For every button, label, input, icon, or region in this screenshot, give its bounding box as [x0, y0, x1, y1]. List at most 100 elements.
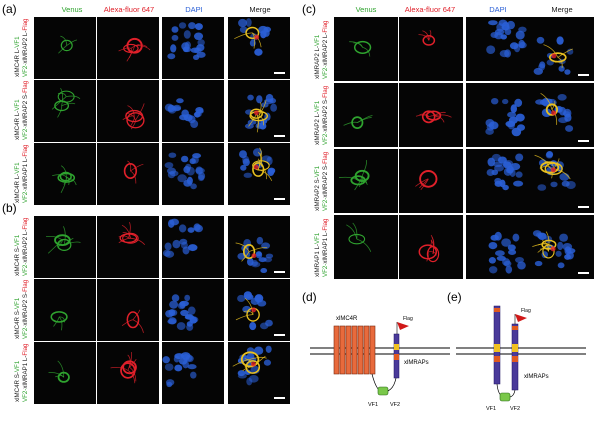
micrograph-c-row1-merge: [530, 17, 594, 81]
scale-bar: [578, 140, 589, 142]
micrograph-dapi-image: [488, 231, 526, 274]
construct-name: xlMRAP1 L-: [314, 243, 321, 277]
micrograph-alexa-image: [121, 309, 144, 333]
row-label-a-1: xlMC4R L-VF1 VF2-xlMRAP2 L-Flag: [14, 19, 30, 77]
micrograph-venus-image: [346, 222, 372, 252]
micrograph-b-row1-merge: [228, 216, 290, 278]
row-label-line1: xlMRAP2 L-VF1: [314, 86, 322, 145]
vf-barrel-e: [499, 392, 511, 402]
flag-tag: Flag: [322, 151, 329, 164]
scale-bar: [274, 271, 285, 273]
micrograph-a-row3-merge: [228, 143, 290, 205]
row-label-line1: xlMRAP2 L-VF1: [314, 21, 322, 79]
scale-bar: [274, 198, 285, 200]
row-label-line2: VF2-xlMRAP2 L-Flag: [22, 218, 30, 276]
row-label-line1: xlMC4R S-VF1: [14, 280, 22, 339]
construct-name: xlMRAP2 S-: [314, 177, 321, 211]
row-label-c-4: xlMRAP1 L-VF1 VF2-xlMRAP1 L-Flag: [314, 219, 330, 277]
micrograph-b-row3-alexa: [97, 342, 159, 404]
vf2-tag: VF2-: [22, 189, 29, 203]
flag-tag: Flag: [22, 343, 29, 356]
vf1-tag: VF1: [14, 234, 21, 247]
micrograph-merge-image: [235, 291, 273, 331]
vf1-tag: VF1: [314, 34, 321, 46]
micrograph-dapi-image: [164, 152, 206, 190]
micrograph-alexa-image: [122, 103, 145, 130]
vf2-tag: VF2-: [322, 263, 329, 277]
micrograph-merge-image: [234, 18, 272, 56]
header-venus-c: Venus: [355, 5, 377, 14]
micrograph-b-row2-alexa: [97, 279, 159, 341]
micrograph-merge-image: [235, 236, 274, 274]
panel-e-letter: (e): [447, 290, 462, 304]
micrograph-c-row2-alexa: [399, 83, 463, 147]
micrograph-alexa-image: [110, 352, 137, 384]
construct-name: xlMRAP1 L-: [22, 156, 29, 190]
micrograph-b-row2-dapi: [162, 279, 224, 341]
micrograph-merge-image: [244, 93, 278, 133]
micrograph-c-row3-alexa: [399, 149, 463, 213]
vf1-tag: VF1: [314, 100, 321, 112]
vf2-tag: VF2-: [22, 388, 29, 402]
construct-name: xlMRAP1 L-: [22, 355, 29, 389]
micrograph-merge-image: [532, 230, 576, 269]
flag-tag: Flag: [22, 279, 29, 292]
vf2-tag: VF2-: [322, 131, 329, 145]
row-label-line1: xlMC4R L-VF1: [14, 19, 22, 77]
micrograph-venus-image: [52, 165, 77, 193]
mrap-label-e: xlMRAPs: [524, 374, 549, 380]
micrograph-a-row2-alexa: [97, 80, 159, 142]
construct-name: xlMRAP2 S-: [22, 92, 29, 127]
micrograph-a-row3-alexa: [97, 143, 159, 205]
row-label-c-1: xlMRAP2 L-VF1 VF2-xlMRAP2 L-Flag: [314, 21, 330, 79]
construct-name: xlMRAP2 L-: [314, 111, 321, 145]
row-label-line1: xlMC4R S-VF1: [14, 344, 22, 402]
micrograph-venus-image: [51, 87, 81, 118]
construct-name: xlMC4R S-: [14, 309, 21, 339]
row-label-line1: xlMRAP1 L-VF1: [314, 219, 322, 277]
schematic-e: Flag xlMRAPs VF1 VF2: [456, 305, 586, 412]
vf1-tag: VF1: [14, 360, 21, 373]
header-merge-c: Merge: [551, 5, 573, 14]
vf2-tag: VF2-: [22, 63, 29, 77]
micrograph-alexa-image: [118, 37, 151, 62]
micrograph-alexa-image: [415, 110, 452, 124]
micrograph-b-row3-venus: [34, 342, 96, 404]
schematic-d: Flag xlMC4R xlMRAPs VF1 VF2: [310, 316, 450, 408]
vf2-label-e: VF2: [510, 406, 520, 412]
micrograph-b-row1-dapi: [162, 216, 224, 278]
panel-b-letter: (b): [2, 201, 17, 215]
row-label-b-1: xlMC4R S-VF1 VF2-xlMRAP2 L-Flag: [14, 218, 30, 276]
flag-label-e: Flag: [521, 308, 531, 314]
micrograph-a-row2-merge: [228, 80, 290, 142]
panel-d-letter: (d): [302, 290, 317, 304]
micrograph-b-row1-alexa: [97, 216, 159, 278]
construct-name: xlMRAP1 L-: [322, 230, 329, 264]
micrograph-venus-image: [50, 311, 68, 331]
row-label-line2: VF2-xlMRAP1 L-Flag: [22, 145, 30, 203]
construct-name: xlMRAP2 L-: [314, 45, 321, 79]
row-label-line2: VF2-xlMRAP2 L-Flag: [22, 19, 30, 77]
row-label-b-2: xlMC4R S-VF1 VF2-xlMRAP2 S-Flag: [14, 280, 30, 339]
construct-name: xlMRAP2 S-: [22, 291, 29, 326]
micrograph-alexa-image: [118, 221, 146, 246]
vf2-label-d: VF2: [390, 402, 400, 408]
row-label-c-2: xlMRAP2 L-VF1 VF2-xlMRAP2 S-Flag: [314, 86, 330, 145]
flag-tag: Flag: [22, 80, 29, 93]
construct-name: xlMRAP2 S-: [322, 97, 329, 132]
micrograph-alexa-image: [123, 160, 144, 184]
micrograph-c-row2-merge: [530, 83, 594, 147]
micrograph-c-row4-venus: [334, 215, 398, 279]
row-label-line2: VF2-xlMRAP1 L-Flag: [22, 344, 30, 402]
vf2-tag: VF2-: [22, 126, 29, 140]
row-label-line1: xlMC4R L-VF1: [14, 81, 22, 140]
micrograph-a-row3-dapi: [162, 143, 224, 205]
micrograph-venus-image: [48, 360, 70, 383]
micrograph-b-row3-dapi: [162, 342, 224, 404]
row-label-line1: xlMRAP2 S-VF1: [314, 152, 322, 211]
micrograph-alexa-image: [415, 170, 438, 191]
vf2-tag: VF2-: [22, 262, 29, 276]
mrap-label-d: xlMRAPs: [404, 360, 429, 366]
vf1-tag: VF1: [14, 297, 21, 310]
flag-tag: Flag: [22, 217, 29, 230]
